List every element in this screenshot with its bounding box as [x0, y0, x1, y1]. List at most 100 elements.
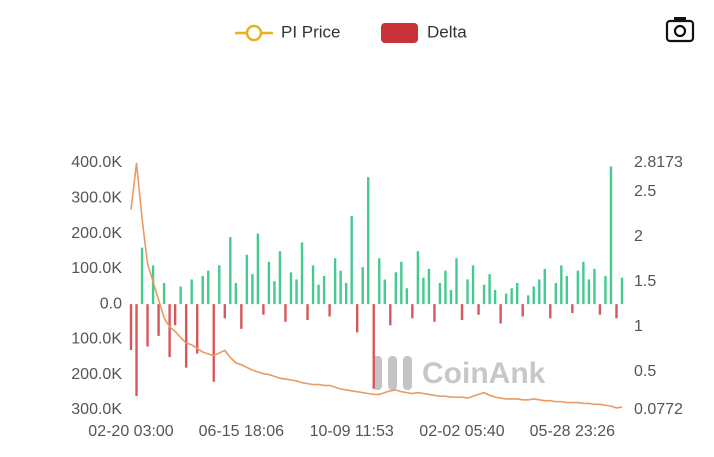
bar — [615, 304, 618, 319]
bar — [328, 304, 331, 317]
bar — [455, 258, 458, 305]
bar — [350, 215, 353, 305]
bar — [471, 265, 475, 305]
bar — [201, 275, 204, 305]
bar — [273, 281, 276, 305]
bar — [135, 304, 138, 396]
bar — [179, 286, 182, 305]
bar — [482, 284, 486, 305]
bars — [129, 166, 624, 396]
bar — [184, 304, 188, 368]
bar — [543, 268, 546, 305]
y-tick-label: 300.0K — [71, 190, 122, 207]
bar — [510, 288, 513, 305]
bar — [344, 282, 348, 305]
bar — [438, 282, 442, 305]
bar — [245, 254, 249, 305]
bar — [300, 242, 304, 305]
bar — [284, 304, 287, 322]
bar — [372, 304, 375, 389]
bar — [477, 304, 480, 315]
y-tick-label: 300.0K — [71, 401, 122, 418]
legend-swatch — [381, 23, 418, 43]
bar — [405, 288, 409, 305]
bar — [168, 304, 171, 358]
bar — [565, 275, 569, 305]
bar — [251, 274, 254, 305]
legend: PI Price Delta — [235, 22, 467, 43]
bar — [538, 279, 541, 305]
bar — [598, 304, 602, 315]
bar — [549, 304, 552, 319]
y2-tick-label: 0.0772 — [634, 401, 683, 418]
camera-top — [674, 17, 686, 22]
y-tick-label: 200.0K — [71, 225, 122, 242]
watermark — [373, 356, 412, 390]
bar — [333, 258, 337, 305]
bar — [576, 270, 580, 305]
watermark-text: CoinAnk — [422, 357, 546, 390]
bar — [609, 166, 613, 305]
bar — [367, 177, 370, 305]
bar — [339, 270, 342, 305]
bar — [229, 237, 232, 305]
bar — [444, 270, 447, 305]
lines — [130, 162, 623, 409]
bar — [355, 304, 359, 333]
y2-tick-label: 0.5 — [634, 363, 656, 380]
bar — [571, 304, 574, 313]
y2-tick-label: 2.8173 — [634, 154, 683, 171]
price-line — [130, 162, 623, 409]
bar — [587, 279, 591, 305]
x-tick-label: 06-15 18:06 — [199, 423, 285, 440]
bar — [256, 233, 260, 305]
bar — [151, 265, 155, 305]
watermark-icon — [403, 356, 412, 390]
bar — [394, 272, 398, 305]
y2-tick-label: 2.5 — [634, 183, 656, 200]
bar — [593, 268, 596, 305]
bar — [527, 295, 530, 305]
bar — [521, 304, 524, 317]
bar — [427, 268, 431, 305]
bar — [416, 251, 420, 305]
bar — [361, 267, 364, 305]
bar — [499, 304, 502, 324]
bar — [560, 265, 563, 305]
x-tick-label: 05-28 23:26 — [530, 423, 616, 440]
legend-label: PI Price — [281, 22, 341, 41]
bar — [278, 251, 282, 305]
bar — [129, 304, 133, 351]
bar — [223, 304, 226, 319]
legend-marker — [245, 24, 263, 42]
bar — [234, 282, 238, 305]
x-tick-label: 10-09 11:53 — [310, 423, 394, 440]
bar — [196, 304, 199, 354]
legend-item: Delta — [381, 22, 467, 43]
bar — [190, 279, 193, 305]
bar — [422, 277, 425, 305]
bar — [146, 304, 149, 347]
bar — [400, 261, 403, 305]
bar — [378, 258, 381, 305]
camera-lens — [673, 24, 687, 38]
bar — [262, 304, 265, 315]
bar — [554, 282, 557, 305]
y-tick-label: 400.0K — [71, 154, 122, 171]
bar — [162, 282, 166, 305]
legend-label: Delta — [427, 22, 467, 41]
bar — [157, 304, 160, 336]
bar — [267, 261, 271, 305]
y2-tick-label: 1.5 — [634, 273, 656, 290]
bar — [207, 270, 210, 305]
bar — [389, 304, 392, 326]
bar — [488, 274, 491, 305]
bar — [173, 304, 177, 326]
y-tick-label: 100.0K — [71, 331, 122, 348]
bar — [604, 275, 607, 305]
camera-icon[interactable] — [665, 17, 695, 43]
bar — [411, 304, 414, 319]
axes: 400.0K 300.0K 200.0K 100.0K 0.0 100.0K 200.0K 3… — [71, 154, 683, 440]
y2-tick-label: 1 — [634, 318, 643, 335]
